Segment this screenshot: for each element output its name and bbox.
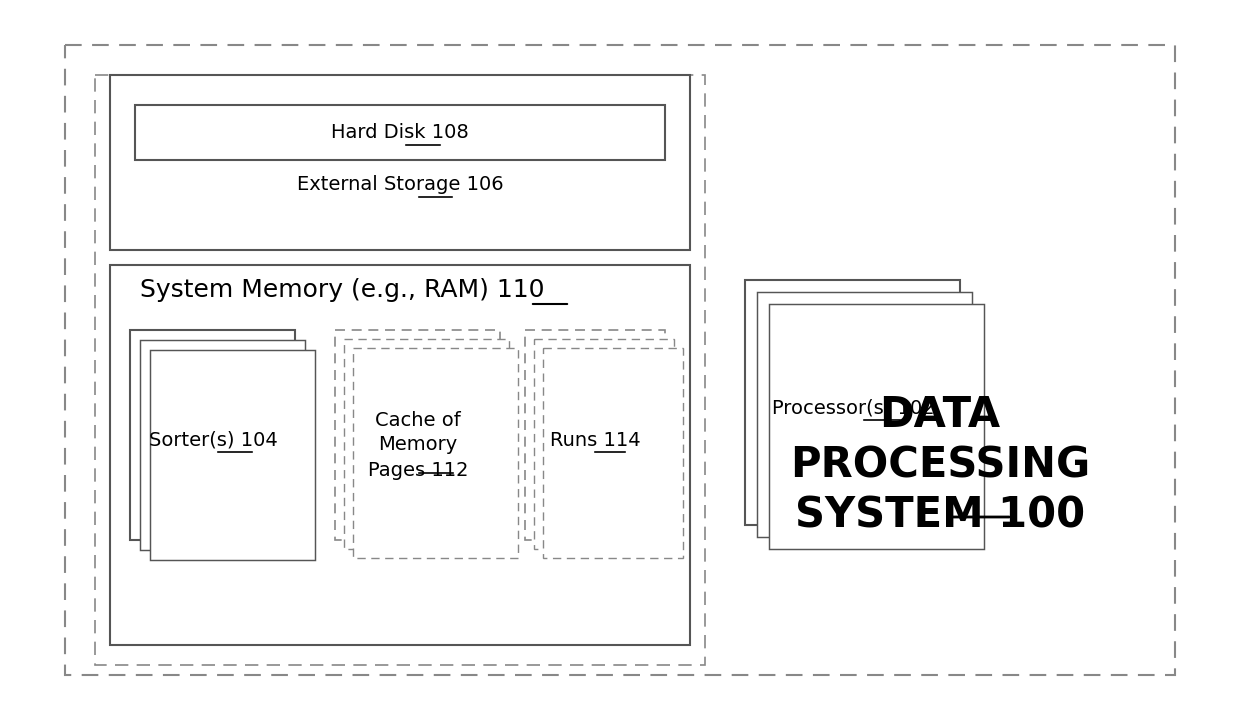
- Bar: [769, 304, 985, 549]
- Bar: [140, 340, 305, 550]
- Text: System Memory (e.g., RAM) 110: System Memory (e.g., RAM) 110: [140, 278, 544, 302]
- Bar: [534, 339, 675, 549]
- Text: External Storage 106: External Storage 106: [296, 176, 503, 194]
- Bar: [343, 339, 508, 549]
- Bar: [110, 75, 689, 250]
- Text: DATA
PROCESSING
SYSTEM 100: DATA PROCESSING SYSTEM 100: [790, 394, 1090, 536]
- Bar: [335, 330, 500, 540]
- Bar: [64, 45, 1176, 675]
- Bar: [95, 75, 706, 665]
- Text: Processor(s) 102: Processor(s) 102: [771, 398, 934, 418]
- Bar: [543, 348, 683, 558]
- Text: Hard Disk 108: Hard Disk 108: [331, 124, 469, 143]
- Text: Runs 114: Runs 114: [549, 431, 640, 449]
- Bar: [756, 292, 972, 537]
- Text: Sorter(s) 104: Sorter(s) 104: [149, 431, 278, 449]
- Bar: [745, 280, 960, 525]
- Text: Cache of
Memory
Pages 112: Cache of Memory Pages 112: [368, 410, 469, 480]
- Bar: [150, 350, 315, 560]
- Bar: [353, 348, 518, 558]
- Bar: [135, 105, 665, 160]
- Bar: [525, 330, 665, 540]
- Bar: [130, 330, 295, 540]
- Bar: [110, 265, 689, 645]
